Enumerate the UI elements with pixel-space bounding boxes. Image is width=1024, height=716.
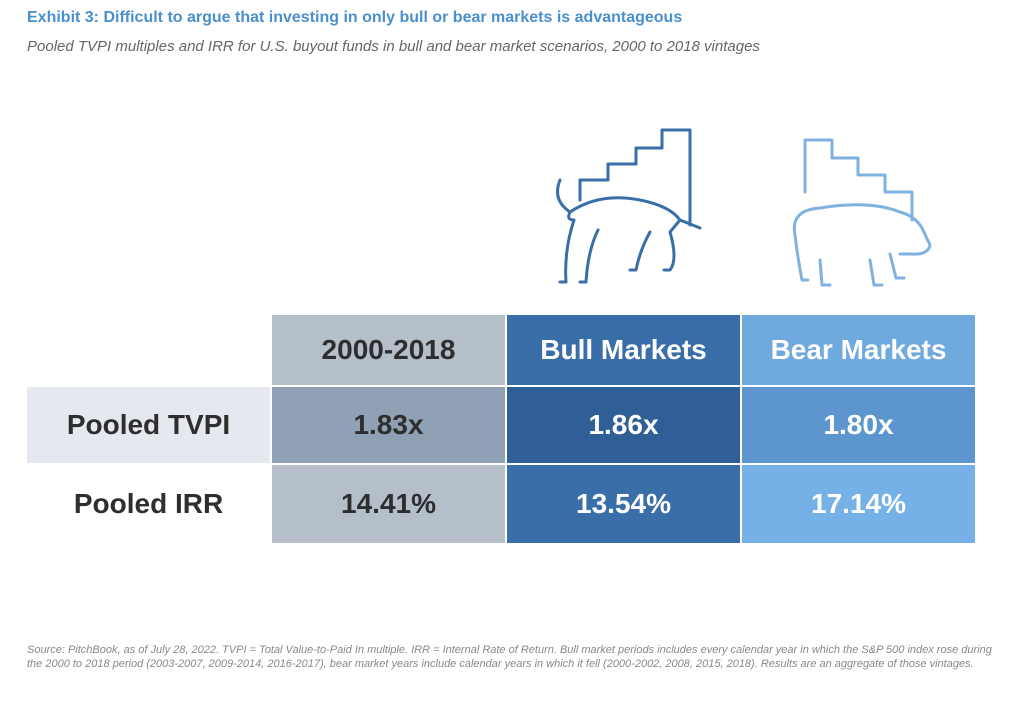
row-label: Pooled TVPI [27,387,270,463]
column-header: Bull Markets [507,315,740,385]
cell: 13.54% [507,465,740,543]
column-header: 2000-2018 [272,315,505,385]
row-label: Pooled IRR [27,465,270,543]
cell: 17.14% [742,465,975,543]
column-header: Bear Markets [742,315,975,385]
cell: 1.86x [507,387,740,463]
bear-icon [792,138,932,287]
title: Exhibit 3: Difficult to argue that inves… [27,9,683,26]
cell: 1.80x [742,387,975,463]
cell: 1.83x [272,387,505,463]
subtitle: Pooled TVPI multiples and IRR for U.S. b… [27,38,760,55]
cell: 14.41% [272,465,505,543]
bull-icon [556,128,702,284]
footnote: Source: PitchBook, as of July 28, 2022. … [27,644,992,670]
icons [556,128,932,287]
